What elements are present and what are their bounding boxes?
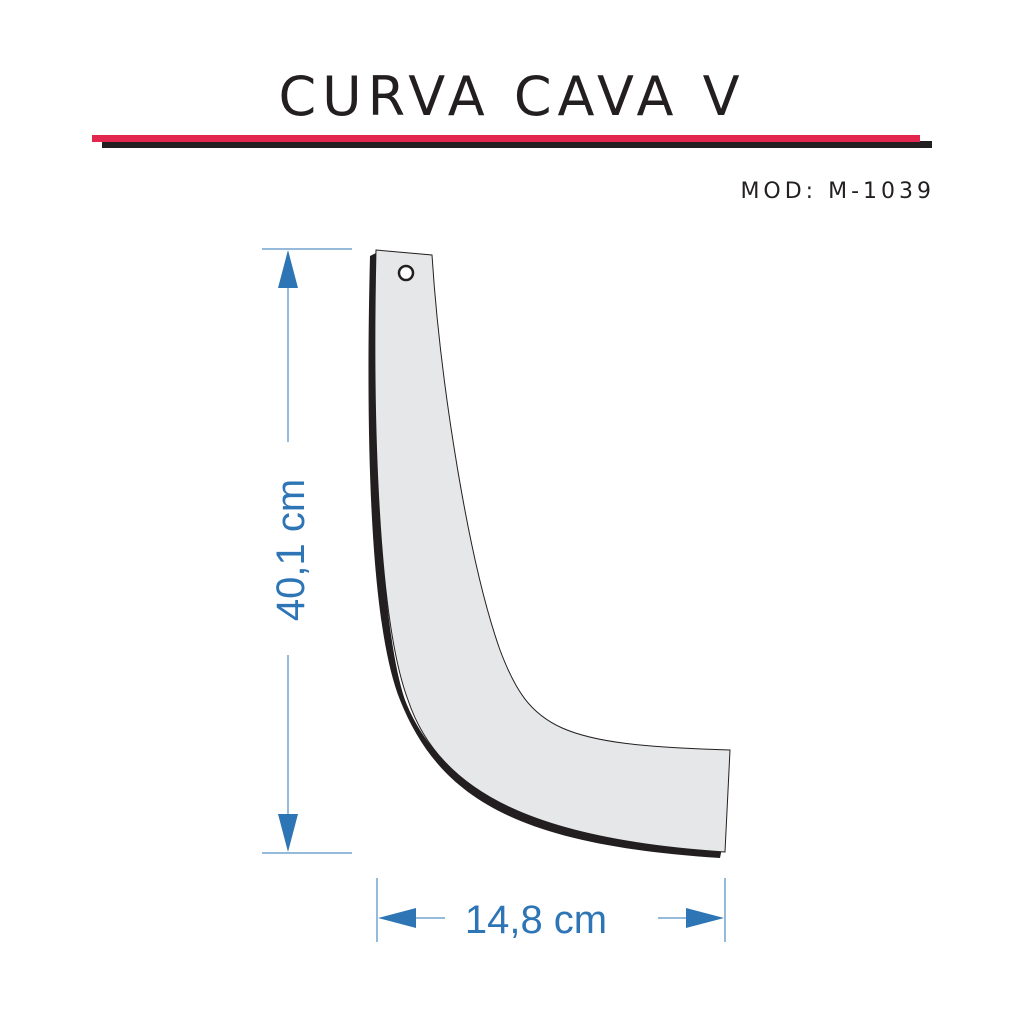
width-label: 14,8 cm [465, 898, 607, 942]
height-dimension [262, 248, 352, 854]
title: CURVA CAVA V [278, 65, 745, 128]
underline-dark [102, 141, 932, 148]
underline-red [92, 135, 920, 142]
height-label: 40,1 cm [269, 479, 313, 621]
width-dimension [376, 878, 726, 942]
profile [368, 249, 731, 858]
model: MOD: M-1039 [740, 179, 935, 204]
